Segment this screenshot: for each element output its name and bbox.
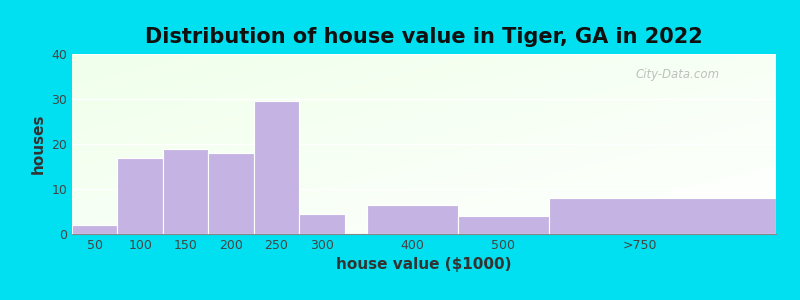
Bar: [367, 205, 458, 234]
Text: City-Data.com: City-Data.com: [635, 68, 719, 81]
Bar: [118, 158, 163, 234]
Bar: [458, 216, 549, 234]
Bar: [163, 148, 208, 234]
Bar: [299, 214, 345, 234]
Bar: [72, 225, 118, 234]
Y-axis label: houses: houses: [30, 114, 46, 174]
X-axis label: house value ($1000): house value ($1000): [336, 257, 512, 272]
Bar: [254, 101, 299, 234]
Title: Distribution of house value in Tiger, GA in 2022: Distribution of house value in Tiger, GA…: [145, 27, 703, 47]
Bar: [549, 198, 776, 234]
Bar: [208, 153, 254, 234]
